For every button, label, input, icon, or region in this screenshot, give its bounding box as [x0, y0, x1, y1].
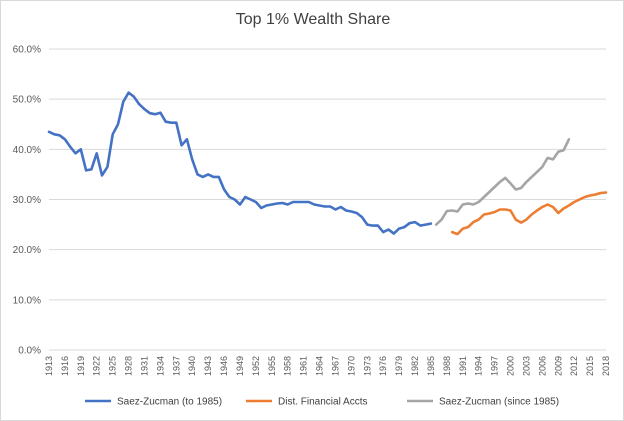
x-tick-label: 1928 — [124, 356, 134, 376]
legend-label: Saez-Zucman (since 1985) — [439, 397, 559, 408]
x-tick-label: 1997 — [490, 356, 500, 376]
x-tick-label: 1922 — [92, 356, 102, 376]
x-tick-label: 1934 — [155, 356, 165, 376]
x-tick-label: 1940 — [187, 356, 197, 376]
x-tick-label: 2012 — [569, 356, 579, 376]
x-tick-label: 1919 — [76, 356, 86, 376]
x-tick-label: 1955 — [267, 356, 277, 376]
x-tick-label: 2009 — [553, 356, 563, 376]
y-tick-label: 50.0% — [13, 95, 41, 106]
x-tick-label: 2015 — [585, 356, 595, 376]
series-line-1 — [47, 91, 433, 235]
y-tick-label: 10.0% — [13, 295, 41, 306]
x-tick-label: 1961 — [299, 356, 309, 376]
legend-label: Saez-Zucman (to 1985) — [117, 397, 222, 408]
chart-title: Top 1% Wealth Share — [235, 11, 391, 28]
x-tick-label: 1970 — [346, 356, 356, 376]
x-tick-label: 2018 — [601, 356, 611, 376]
x-tick-label: 1991 — [458, 356, 468, 376]
x-tick-label: 1913 — [44, 356, 54, 376]
y-tick-label: 60.0% — [13, 45, 41, 56]
x-tick-label: 1982 — [410, 356, 420, 376]
x-tick-label: 1937 — [171, 356, 181, 376]
x-tick-label: 2000 — [506, 356, 516, 376]
x-tick-label: 2006 — [537, 356, 547, 376]
x-tick-label: 1952 — [251, 356, 261, 376]
series-line-3 — [434, 138, 571, 226]
y-tick-label: 30.0% — [13, 195, 41, 206]
x-tick-label: 1973 — [362, 356, 372, 376]
x-tick-label: 1949 — [235, 356, 245, 376]
x-tick-label: 1946 — [219, 356, 229, 376]
y-tick-label: 20.0% — [13, 245, 41, 256]
x-tick-label: 1967 — [330, 356, 340, 376]
x-tick-label: 1994 — [474, 356, 484, 376]
x-tick-label: 1988 — [442, 356, 452, 376]
x-tick-label: 1916 — [60, 356, 70, 376]
x-tick-label: 1943 — [203, 356, 213, 376]
x-tick-label: 1925 — [108, 356, 118, 376]
x-tick-label: 1931 — [139, 356, 149, 376]
x-tick-label: 1976 — [378, 356, 388, 376]
legend-label: Dist. Financial Accts — [278, 397, 367, 408]
x-tick-label: 1964 — [315, 356, 325, 376]
y-tick-label: 40.0% — [13, 145, 41, 156]
x-tick-label: 2003 — [521, 356, 531, 376]
x-tick-label: 1958 — [283, 356, 293, 376]
x-tick-label: 1985 — [426, 356, 436, 376]
x-tick-label: 1979 — [394, 356, 404, 376]
series-line-2 — [450, 191, 608, 236]
y-tick-label: 0.0% — [18, 346, 41, 357]
